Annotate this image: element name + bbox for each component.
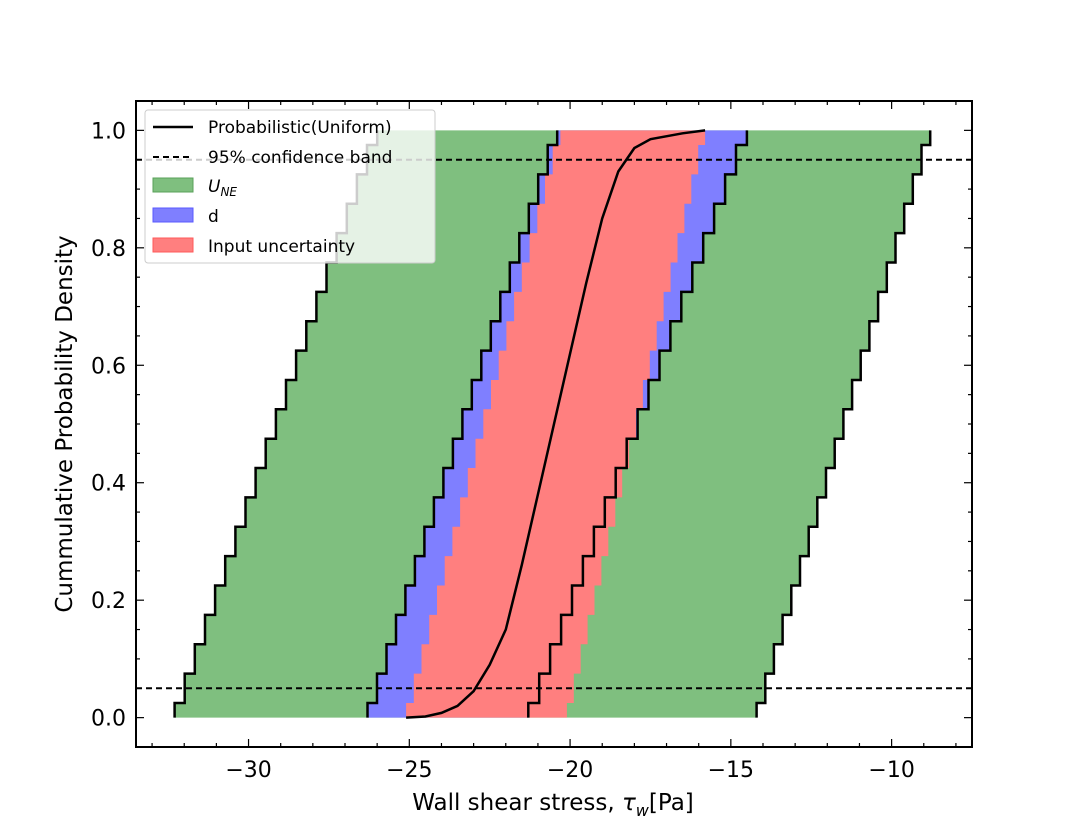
fill-region-input bbox=[406, 130, 706, 718]
y-tick-label: 0.2 bbox=[91, 589, 126, 614]
legend-label-input: Input uncertainty bbox=[208, 237, 355, 257]
x-tick-label: −15 bbox=[708, 758, 754, 783]
probabilistic-curve bbox=[406, 129, 706, 719]
x-tick-labels: −30 −25 −20 −15 −10 bbox=[225, 758, 915, 783]
y-axis-label: Cummulative Probability Density bbox=[52, 235, 78, 612]
legend: Probabilistic(Uniform) 95% confidence ba… bbox=[144, 109, 436, 264]
axis-ticks bbox=[136, 101, 972, 747]
y-tick-label: 0.6 bbox=[91, 354, 126, 379]
x-tick-label: −10 bbox=[868, 758, 914, 783]
step-lower-d bbox=[366, 130, 559, 718]
probabilistic-curve-group bbox=[406, 129, 706, 719]
x-tick-label: −20 bbox=[547, 758, 593, 783]
legend-label-confidence-band: 95% confidence band bbox=[208, 148, 392, 168]
legend-swatch-une bbox=[152, 177, 194, 193]
step-upper-d bbox=[527, 130, 749, 718]
y-tick-label: 1.0 bbox=[91, 119, 126, 144]
fill-regions bbox=[174, 130, 931, 718]
y-tick-label: 0.4 bbox=[91, 472, 126, 497]
x-tick-label: −25 bbox=[386, 758, 432, 783]
x-axis-label: Wall shear stress, τw[Pa] bbox=[412, 790, 694, 820]
step-upper-une bbox=[755, 130, 932, 718]
legend-swatch-input bbox=[152, 237, 194, 253]
x-tick-label: −30 bbox=[225, 758, 271, 783]
legend-label-d: d bbox=[208, 207, 219, 227]
y-tick-label: 0.8 bbox=[91, 237, 126, 262]
legend-label-une: UNE bbox=[208, 177, 237, 199]
y-tick-label: 0.0 bbox=[91, 707, 126, 732]
legend-box bbox=[144, 109, 436, 264]
legend-label-probabilistic: Probabilistic(Uniform) bbox=[208, 118, 392, 138]
legend-swatch-d bbox=[152, 207, 194, 223]
y-tick-labels: 0.0 0.2 0.4 0.6 0.8 1.0 bbox=[91, 119, 126, 731]
